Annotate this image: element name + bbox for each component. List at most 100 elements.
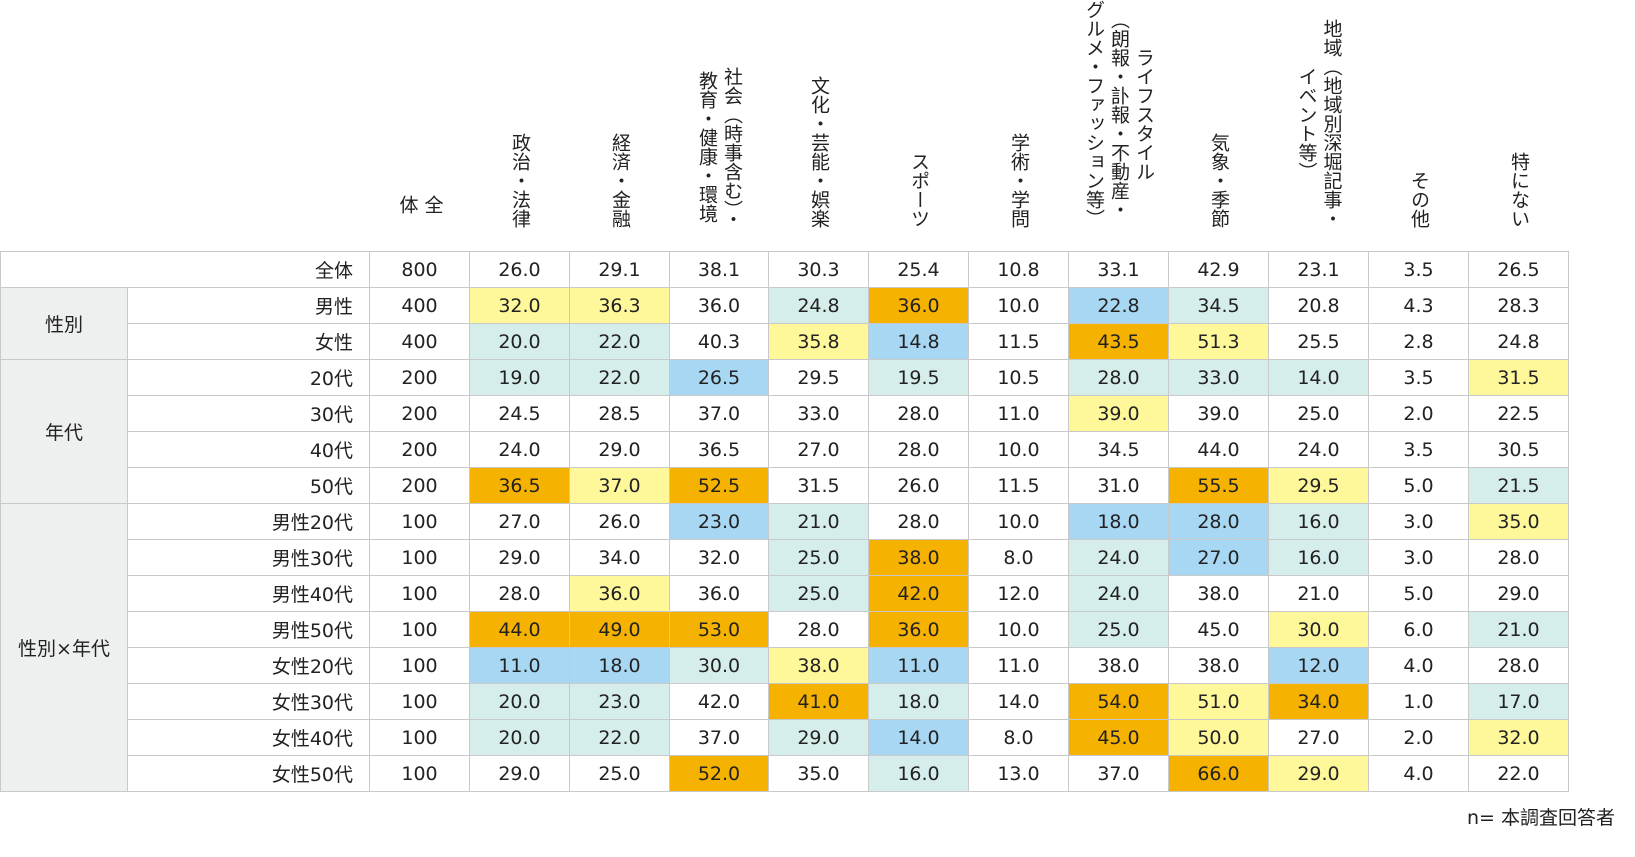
value-cell: 50.0 — [1168, 719, 1269, 756]
value-cell: 36.0 — [669, 287, 769, 324]
value-cell: 27.0 — [1168, 539, 1269, 576]
table-row: 30代 200 24.5 28.5 37.0 33.0 28.0 11.0 39.0 39.0 25… — [1, 395, 1569, 432]
value-cell: 10.0 — [968, 611, 1069, 648]
value-cell: 3.5 — [1368, 431, 1469, 468]
value-cell: 37.0 — [1068, 755, 1169, 792]
column-header-line: ライフスタイル — [1133, 47, 1155, 181]
header-row: 全体 政治・法律 経済・金融 社会（時事含む）・ 教育・健康・環境 文化・芸能・娯楽 スポー… — [1, 0, 1569, 252]
row-label: 50代 — [127, 467, 370, 504]
value-cell: 38.0 — [768, 647, 869, 684]
value-cell: 33.1 — [1068, 251, 1169, 288]
value-cell: 12.0 — [1268, 647, 1369, 684]
value-cell: 26.5 — [1468, 251, 1569, 288]
value-cell: 33.0 — [1168, 359, 1269, 396]
value-cell: 26.0 — [569, 503, 670, 540]
value-cell: 4.0 — [1368, 647, 1469, 684]
value-cell: 23.1 — [1268, 251, 1369, 288]
value-cell: 29.0 — [569, 431, 670, 468]
value-cell: 36.5 — [469, 467, 570, 504]
value-cell: 38.0 — [868, 539, 969, 576]
value-cell: 20.0 — [469, 719, 570, 756]
value-cell: 8.0 — [968, 539, 1069, 576]
value-cell: 23.0 — [569, 683, 670, 720]
value-cell: 2.0 — [1368, 719, 1469, 756]
column-header-line: その他 — [1408, 171, 1430, 228]
value-cell: 38.1 — [669, 251, 769, 288]
value-cell: 24.5 — [469, 395, 570, 432]
value-cell: 42.0 — [868, 575, 969, 612]
value-cell: 24.8 — [1468, 323, 1569, 360]
column-header-line: 経済・金融 — [609, 133, 631, 228]
column-header-line: スポーツ — [908, 152, 930, 228]
column-header-line: グルメ・ファッション等） — [1083, 0, 1105, 228]
value-cell: 34.5 — [1068, 431, 1169, 468]
value-cell: 28.0 — [1168, 503, 1269, 540]
row-label: 女性40代 — [127, 719, 370, 756]
value-cell: 22.0 — [1468, 755, 1569, 792]
value-cell: 12.0 — [968, 575, 1069, 612]
row-label: 30代 — [127, 395, 370, 432]
value-cell: 40.3 — [669, 323, 769, 360]
value-cell: 28.3 — [1468, 287, 1569, 324]
group-label: 性別×年代 — [0, 503, 128, 792]
column-header-line: （朗報・訃報・不動産・ — [1108, 9, 1130, 219]
value-cell: 38.0 — [1168, 575, 1269, 612]
value-cell: 27.0 — [1268, 719, 1369, 756]
value-cell: 31.0 — [1068, 467, 1169, 504]
value-cell: 28.0 — [1468, 647, 1569, 684]
value-cell: 34.5 — [1168, 287, 1269, 324]
group-label: 年代 — [0, 359, 128, 504]
value-cell: 14.0 — [1268, 359, 1369, 396]
value-cell: 44.0 — [469, 611, 570, 648]
column-header-9: 地域（地域別深堀記事・ イベント等） — [1269, 0, 1369, 252]
row-label: 男性50代 — [127, 611, 370, 648]
results-table: 全体 政治・法律 経済・金融 社会（時事含む）・ 教育・健康・環境 文化・芸能・娯楽スポー… — [0, 0, 1569, 792]
value-cell: 49.0 — [569, 611, 670, 648]
value-cell: 3.5 — [1368, 359, 1469, 396]
row-label: 男性 — [127, 287, 370, 324]
row-label: 20代 — [127, 359, 370, 396]
value-cell: 27.0 — [768, 431, 869, 468]
value-cell: 20.8 — [1268, 287, 1369, 324]
sample-size-cell: 100 — [369, 503, 470, 540]
value-cell: 14.0 — [968, 683, 1069, 720]
row-label: 女性30代 — [127, 683, 370, 720]
value-cell: 41.0 — [768, 683, 869, 720]
value-cell: 2.8 — [1368, 323, 1469, 360]
value-cell: 39.0 — [1068, 395, 1169, 432]
table-row: 男性50代 100 44.0 49.0 53.0 28.0 36.0 10.0 25.0 45.0… — [1, 611, 1569, 648]
sample-size-cell: 100 — [369, 575, 470, 612]
sample-size-cell: 100 — [369, 755, 470, 792]
column-header-text: 社会（時事含む）・ 教育・健康・環境 — [694, 67, 744, 229]
sample-size-cell: 100 — [369, 539, 470, 576]
value-cell: 25.4 — [868, 251, 969, 288]
column-header-7: ライフスタイル （朗報・訃報・不動産・ グルメ・ファッション等） — [1069, 0, 1169, 252]
row-label: 男性20代 — [127, 503, 370, 540]
table-row: 女性 400 20.0 22.0 40.3 35.8 14.8 11.5 43.5 51.3 25.… — [1, 323, 1569, 360]
row-label: 全体 — [0, 251, 370, 288]
value-cell: 31.5 — [1468, 359, 1569, 396]
column-header-4: 文化・芸能・娯楽 — [769, 0, 869, 252]
row-label: 40代 — [127, 431, 370, 468]
value-cell: 28.5 — [569, 395, 670, 432]
header-blank — [1, 0, 370, 252]
value-cell: 20.0 — [469, 323, 570, 360]
value-cell: 24.0 — [1268, 431, 1369, 468]
value-cell: 30.3 — [768, 251, 869, 288]
column-header-text: 政治・法律 — [507, 133, 532, 228]
column-header-text: 学術・学問 — [1006, 133, 1031, 228]
value-cell: 36.5 — [669, 431, 769, 468]
value-cell: 29.0 — [469, 755, 570, 792]
value-cell: 16.0 — [1268, 503, 1369, 540]
value-cell: 30.5 — [1468, 431, 1569, 468]
value-cell: 25.0 — [1068, 611, 1169, 648]
value-cell: 2.0 — [1368, 395, 1469, 432]
column-header-text: 気象・季節 — [1206, 133, 1231, 228]
table-row: 女性30代 100 20.0 23.0 42.0 41.0 18.0 14.0 54.0 51.0… — [1, 683, 1569, 720]
value-cell: 25.0 — [768, 539, 869, 576]
value-cell: 4.3 — [1368, 287, 1469, 324]
value-cell: 29.0 — [768, 719, 869, 756]
value-cell: 42.0 — [669, 683, 769, 720]
value-cell: 28.0 — [868, 395, 969, 432]
value-cell: 11.0 — [968, 395, 1069, 432]
